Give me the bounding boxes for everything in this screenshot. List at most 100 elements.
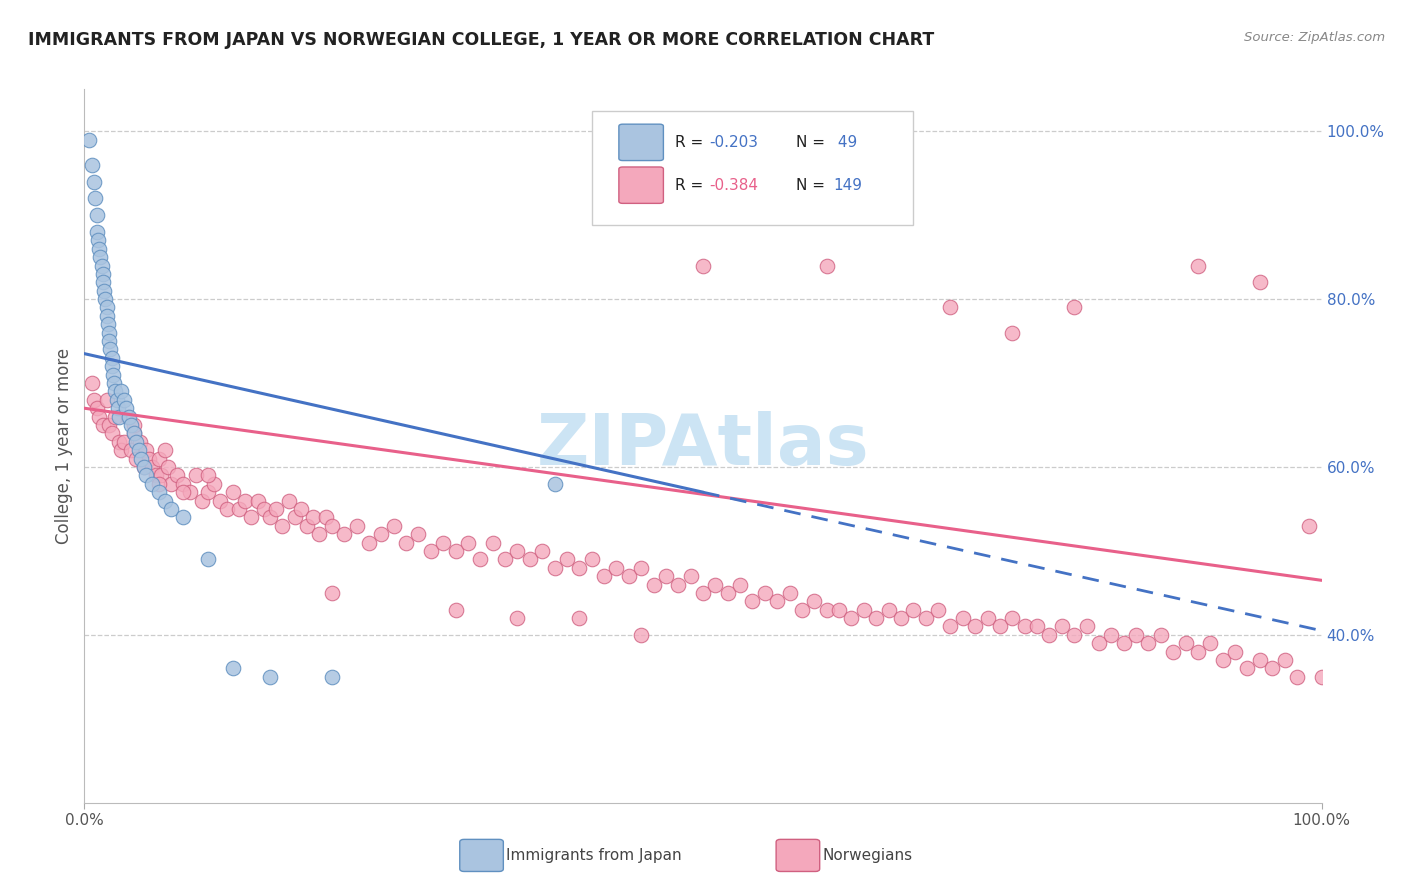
Point	[228, 502, 250, 516]
Point	[79, 132, 101, 146]
Point	[988, 619, 1011, 633]
Point	[80, 376, 103, 390]
Point	[96, 392, 118, 407]
Point	[1223, 645, 1246, 659]
Point	[264, 502, 287, 516]
Point	[1112, 636, 1135, 650]
Text: Source: ZipAtlas.com: Source: ZipAtlas.com	[1244, 31, 1385, 45]
Point	[395, 535, 418, 549]
Point	[271, 518, 294, 533]
Point	[120, 443, 142, 458]
Point	[197, 552, 219, 566]
Point	[655, 569, 678, 583]
Point	[197, 468, 219, 483]
Point	[122, 426, 145, 441]
Point	[346, 518, 368, 533]
Text: ZIPAtlas: ZIPAtlas	[537, 411, 869, 481]
Point	[302, 510, 325, 524]
Point	[290, 502, 312, 516]
Point	[494, 552, 516, 566]
Point	[125, 434, 148, 449]
Point	[1187, 645, 1209, 659]
Point	[104, 409, 127, 424]
FancyBboxPatch shape	[619, 167, 664, 203]
Point	[98, 417, 121, 432]
Point	[790, 603, 813, 617]
Point	[141, 476, 163, 491]
Point	[965, 619, 987, 633]
Point	[419, 544, 441, 558]
Point	[160, 476, 183, 491]
Point	[108, 409, 131, 424]
Point	[135, 443, 157, 458]
Point	[191, 493, 214, 508]
Point	[138, 451, 160, 466]
Point	[952, 611, 974, 625]
FancyBboxPatch shape	[592, 111, 914, 225]
Point	[841, 611, 863, 625]
Point	[277, 493, 299, 508]
Point	[87, 233, 110, 247]
Point	[333, 527, 356, 541]
Point	[1274, 653, 1296, 667]
Point	[157, 460, 180, 475]
Point	[692, 259, 714, 273]
Point	[717, 586, 740, 600]
Point	[1137, 636, 1160, 650]
Point	[246, 493, 269, 508]
Text: N =: N =	[796, 136, 830, 150]
Point	[470, 552, 492, 566]
Point	[593, 569, 616, 583]
Point	[815, 603, 838, 617]
Point	[321, 670, 343, 684]
Point	[209, 493, 232, 508]
Point	[97, 318, 120, 332]
Point	[1199, 636, 1222, 650]
Point	[122, 417, 145, 432]
Point	[914, 611, 936, 625]
Point	[184, 468, 207, 483]
Point	[315, 510, 337, 524]
Point	[1125, 628, 1147, 642]
Point	[90, 259, 112, 273]
Point	[1161, 645, 1184, 659]
Point	[125, 451, 148, 466]
Point	[150, 468, 173, 483]
Point	[828, 603, 851, 617]
Point	[108, 434, 131, 449]
Point	[457, 535, 479, 549]
Point	[83, 392, 105, 407]
Point	[197, 485, 219, 500]
Point	[96, 301, 118, 315]
Point	[581, 552, 603, 566]
Point	[630, 560, 652, 574]
Point	[1099, 628, 1122, 642]
Point	[148, 451, 170, 466]
Point	[754, 586, 776, 600]
Point	[148, 476, 170, 491]
Point	[202, 476, 225, 491]
Point	[91, 267, 114, 281]
Point	[91, 417, 114, 432]
Point	[129, 434, 152, 449]
Point	[382, 518, 405, 533]
Point	[1249, 653, 1271, 667]
Point	[172, 476, 194, 491]
Point	[321, 518, 343, 533]
Point	[308, 527, 330, 541]
Text: -0.384: -0.384	[709, 178, 758, 193]
Point	[128, 443, 150, 458]
Point	[166, 468, 188, 483]
Point	[91, 275, 114, 289]
Point	[80, 158, 103, 172]
Point	[568, 611, 591, 625]
Point	[605, 560, 627, 574]
Point	[1038, 628, 1060, 642]
Point	[120, 417, 142, 432]
Point	[89, 409, 111, 424]
Point	[444, 603, 467, 617]
Point	[643, 577, 665, 591]
Point	[815, 259, 838, 273]
Point	[103, 376, 125, 390]
Point	[779, 586, 801, 600]
